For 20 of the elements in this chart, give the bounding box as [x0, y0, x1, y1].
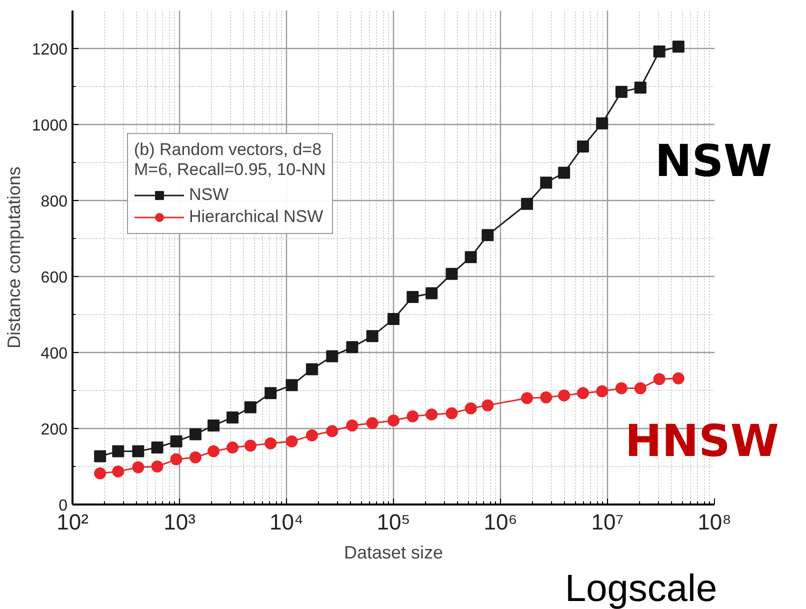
x-tick-label: 10⁴	[270, 510, 304, 534]
x-tick-label: 10⁵	[376, 510, 410, 534]
x-tick-label: 10⁷	[591, 510, 624, 534]
x-tick-label: 10⁸	[698, 510, 732, 534]
annotation: HNSW	[625, 416, 779, 467]
y-axis-title: Distance computations	[4, 166, 24, 349]
x-axis-title: Dataset size	[344, 542, 444, 562]
y-tick-label: 1200	[32, 42, 68, 58]
legend-title: (b) Random vectors, d=8 M=6, Recall=0.95, 10-NN	[134, 140, 326, 180]
x-tick-label: 10³	[164, 510, 196, 534]
y-tick-label: 600	[40, 270, 68, 286]
y-tick-label: 800	[40, 194, 68, 210]
legend-label: NSW	[189, 185, 229, 205]
y-tick-label: 1000	[32, 118, 68, 134]
x-tick-label: 10⁶	[484, 510, 518, 534]
y-tick-label: 200	[40, 422, 68, 438]
y-tick-label: 400	[40, 346, 68, 362]
annotation: NSW	[655, 136, 772, 187]
legend-label: Hierarchical NSW	[189, 207, 324, 227]
text: Logscale	[565, 568, 718, 609]
